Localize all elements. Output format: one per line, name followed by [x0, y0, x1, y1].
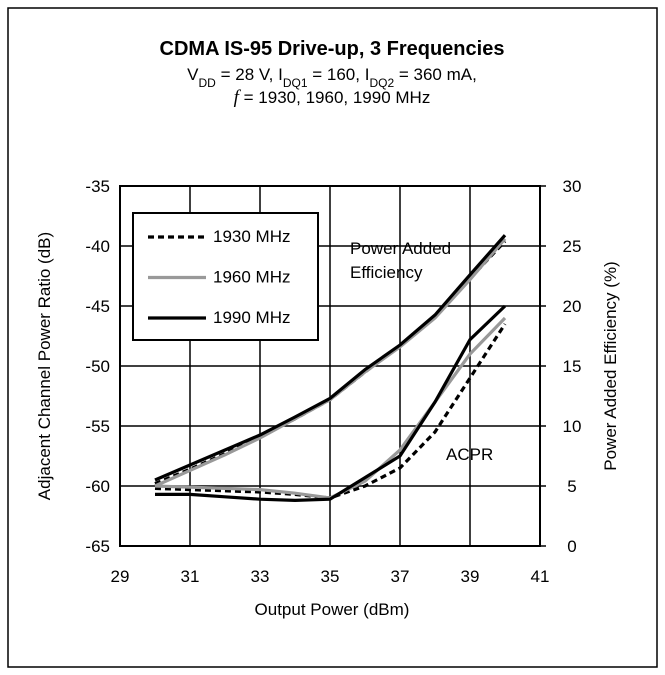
subtitle-segment: DQ2: [369, 76, 394, 90]
x-tick-label: 41: [531, 567, 550, 586]
line: [155, 304, 507, 503]
chart-subtitle: f = 1930, 1960, 1990 MHz: [234, 87, 431, 108]
y-tick-label: -40: [85, 237, 110, 256]
y2-tick-label: 25: [563, 237, 582, 256]
subtitle-segment: = 28 V, I: [216, 65, 283, 84]
subtitle-segment: f: [234, 87, 242, 108]
x-tick-label: 29: [111, 567, 130, 586]
y-tick-label: -60: [85, 477, 110, 496]
annotation: Power Added: [350, 239, 451, 258]
y-tick-label: -65: [85, 537, 110, 556]
y2-tick-label: 20: [563, 297, 582, 316]
y-tick-label: -50: [85, 357, 110, 376]
x-tick-label: 39: [461, 567, 480, 586]
y2-axis-label: Power Added Efficiency (%): [601, 261, 620, 470]
subtitle-segment: V: [187, 65, 199, 84]
subtitle-segment: = 360 mA,: [394, 65, 477, 84]
plot-border: [119, 185, 541, 547]
line: [154, 234, 507, 482]
y2-tick-label: 0: [567, 537, 576, 556]
y2-tick-label: 5: [567, 477, 576, 496]
legend-label: 1960 MHz: [213, 268, 290, 287]
chart-subtitle: VDD = 28 V, IDQ1 = 160, IDQ2 = 360 mA,: [187, 65, 477, 90]
x-tick-label: 33: [251, 567, 270, 586]
y2-tick-label: 15: [563, 357, 582, 376]
legend-label: 1990 MHz: [213, 308, 290, 327]
annotation: ACPR: [446, 445, 493, 464]
y-tick-label: -35: [85, 177, 110, 196]
y-axis-label: Adjacent Channel Power Ratio (dB): [35, 232, 54, 500]
subtitle-segment: DD: [199, 76, 217, 90]
chart-title: CDMA IS-95 Drive-up, 3 Frequencies: [160, 38, 505, 60]
subtitle-segment: = 160, I: [308, 65, 370, 84]
annotation: Efficiency: [350, 263, 423, 282]
y2-tick-label: 30: [563, 177, 582, 196]
subtitle-segment: = 1930, 1960, 1990 MHz: [239, 88, 430, 107]
x-tick-label: 35: [321, 567, 340, 586]
y-tick-label: -45: [85, 297, 110, 316]
subtitle-segment: DQ1: [283, 76, 308, 90]
frame: [7, 7, 658, 668]
x-tick-label: 31: [181, 567, 200, 586]
y2-tick-label: 10: [563, 417, 582, 436]
x-tick-label: 37: [391, 567, 410, 586]
x-axis-label: Output Power (dBm): [255, 600, 410, 619]
legend-label: 1930 MHz: [213, 227, 290, 246]
y-tick-label: -55: [85, 417, 110, 436]
